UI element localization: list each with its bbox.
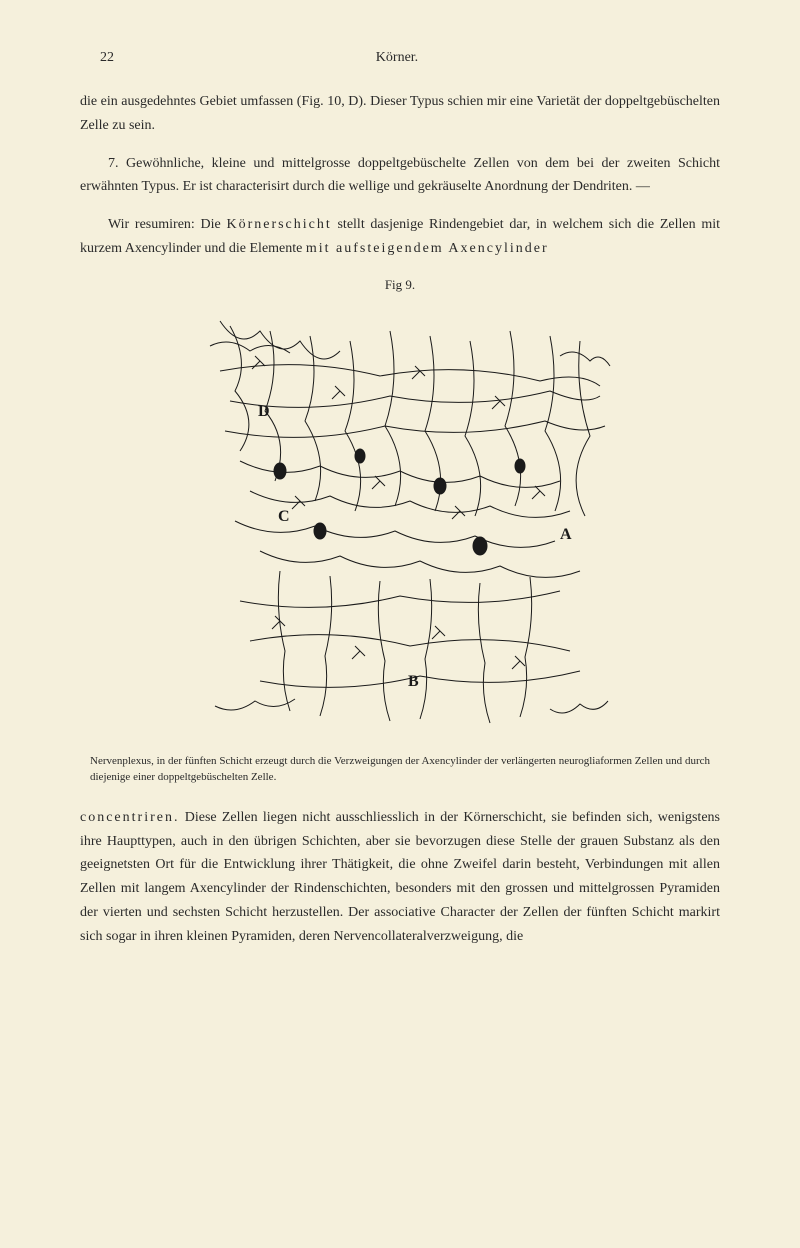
para3-spaced-1: Körnerschicht bbox=[226, 217, 331, 232]
page-header: 22 Körner. bbox=[80, 50, 720, 66]
paragraph-4: concentriren. Diese Zellen liegen nicht … bbox=[80, 806, 720, 949]
paragraph-3: Wir resumiren: Die Körnerschicht stellt … bbox=[80, 213, 720, 261]
header-title: Körner. bbox=[376, 50, 418, 66]
para3-prefix: Wir resumiren: Die bbox=[108, 217, 226, 232]
figure-label-b: B bbox=[408, 673, 419, 690]
paragraph-2: 7. Gewöhnliche, kleine und mittelgrosse … bbox=[80, 152, 720, 200]
page-number: 22 bbox=[100, 50, 114, 66]
paragraph-1: die ein ausgedehntes Gebiet umfassen (Fi… bbox=[80, 90, 720, 138]
figure-label-c: C bbox=[278, 508, 290, 525]
para4-rest: Diese Zellen liegen nicht ausschliesslic… bbox=[80, 810, 720, 944]
para4-spaced: concentriren. bbox=[80, 810, 179, 825]
figure-label-a: A bbox=[560, 526, 572, 543]
figure-label: Fig 9. bbox=[80, 277, 720, 293]
figure-container: D C A B bbox=[80, 301, 720, 741]
figure-label-d: D bbox=[258, 403, 270, 420]
neuron-illustration: D C A B bbox=[180, 311, 620, 731]
figure-caption: Nervenplexus, in der fünften Schicht erz… bbox=[80, 753, 720, 786]
para3-spaced-2: mit aufsteigendem Axencylinder bbox=[306, 241, 549, 256]
